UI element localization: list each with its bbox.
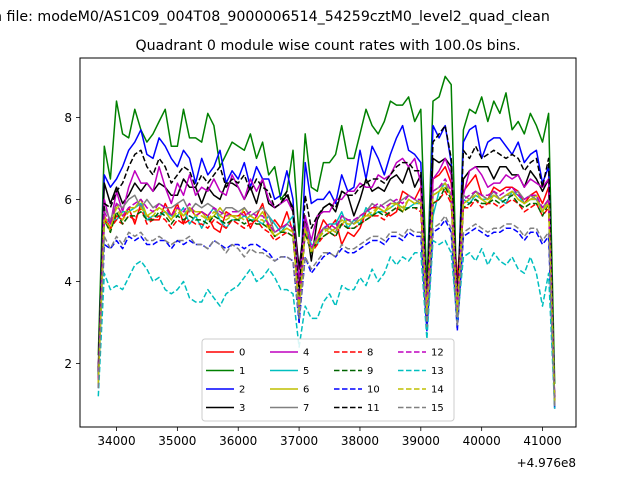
series-line-13 [97,239,556,409]
legend-label-0: 0 [239,348,245,359]
x-tick-label: 35000 [158,434,196,448]
legend-box [201,338,455,422]
y-axis: 2 4 6 8 [64,111,80,371]
y-tick-label: 6 [64,193,72,207]
y-tick-label: 8 [64,111,72,125]
legend-label-1: 1 [239,366,245,377]
legend-label-5: 5 [303,366,309,377]
legend-label-6: 6 [303,385,309,396]
series-line-15 [97,215,556,409]
y-tick-label: 4 [64,275,72,289]
series-line-10 [97,219,556,409]
series-line-14 [97,182,556,405]
legend-label-7: 7 [303,403,309,414]
legend-label-15: 15 [431,403,444,414]
legend-label-4: 4 [303,348,309,359]
legend-label-12: 12 [431,348,444,359]
series-line-9 [97,186,556,405]
axes-frame [79,57,577,428]
x-axis-offset-label: +4.976e8 [517,456,576,470]
legend-label-9: 9 [367,366,373,377]
series-line-2 [97,124,556,405]
legend-label-10: 10 [367,385,380,396]
x-axis: 34000 35000 36000 37000 38000 39000 40000 41000 [97,427,562,448]
legend-label-11: 11 [367,403,380,414]
series-line-11 [97,124,556,405]
legend-label-3: 3 [239,403,245,414]
x-tick-label: 36000 [219,434,257,448]
x-tick-label: 41000 [523,434,561,448]
chart-title: Quadrant 0 module wise count rates with … [135,38,520,54]
x-tick-label: 34000 [97,434,135,448]
legend-label-2: 2 [239,385,245,396]
legend-label-14: 14 [431,385,444,396]
x-tick-label: 38000 [341,434,379,448]
legend-label-8: 8 [367,348,373,359]
series-line-12 [97,178,556,405]
legend-label-13: 13 [431,366,444,377]
x-tick-label: 37000 [280,434,318,448]
series-line-0 [97,165,556,405]
x-tick-label: 40000 [463,434,501,448]
series-layer [97,75,556,409]
figure-suptitle: n file: modeM0/AS1C09_004T08_9000006514_… [0,9,550,25]
y-tick-label: 2 [64,357,72,371]
series-line-4 [97,157,556,401]
series-line-1 [97,75,556,384]
x-tick-label: 39000 [402,434,440,448]
